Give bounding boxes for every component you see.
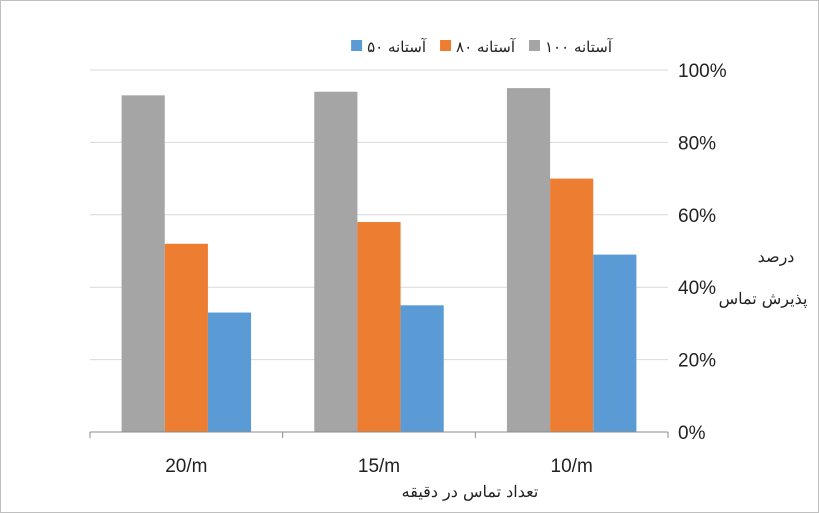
y-axis-label-line2: پذیرش تماس: [719, 289, 808, 308]
legend-label: آستانه ۸۰: [456, 38, 516, 56]
bar: [506, 88, 551, 432]
bar: [400, 305, 444, 432]
bar: [164, 243, 208, 432]
legend-label: آستانه ۵۰: [367, 38, 427, 56]
y-tick-label: 0%: [678, 423, 706, 444]
bars: [121, 88, 637, 432]
y-tick-label: 60%: [678, 206, 716, 227]
bar: [593, 254, 637, 432]
x-tick-label: 10/m: [551, 456, 593, 477]
bar: [314, 91, 358, 432]
bar: [121, 95, 165, 432]
bar: [550, 178, 594, 432]
y-tick-label: 100%: [678, 61, 727, 82]
legend-label: آستانه ۱۰۰: [545, 38, 613, 56]
y-tick-label: 40%: [678, 278, 716, 299]
legend-swatch: [351, 40, 363, 51]
x-tick-label: 20/m: [165, 456, 207, 477]
y-tick-label: 80%: [678, 133, 716, 154]
legend-swatch: [440, 40, 452, 51]
y-tick-label: 20%: [678, 351, 716, 372]
bar: [207, 312, 252, 432]
legend-swatch: [529, 40, 540, 51]
bar: [357, 222, 401, 432]
x-tick-label: 15/m: [358, 456, 400, 477]
legend: آستانه ۱۰۰ آستانه ۸۰ آستانه ۵۰: [351, 38, 613, 56]
y-axis-label-line1: درصد: [758, 247, 795, 266]
axes: 0% 20% 40% 60% 80% 100% 20/m 15/m 10/m: [89, 61, 727, 477]
x-axis-label: تعداد تماس در دقیقه: [402, 482, 539, 501]
